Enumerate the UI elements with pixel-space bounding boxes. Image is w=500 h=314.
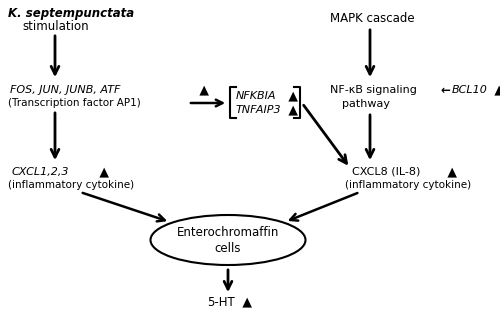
Text: pathway: pathway (342, 99, 390, 109)
Text: MAPK cascade: MAPK cascade (330, 12, 414, 24)
Text: CXCL8 (IL-8): CXCL8 (IL-8) (352, 167, 420, 177)
Text: 5-HT: 5-HT (207, 295, 235, 308)
Text: cells: cells (215, 241, 241, 255)
Text: ▲: ▲ (284, 104, 298, 116)
Text: ←: ← (440, 84, 450, 96)
Text: (Transcription factor AP1): (Transcription factor AP1) (8, 98, 141, 108)
Text: ▲: ▲ (195, 84, 209, 96)
Text: (inflammatory cytokine): (inflammatory cytokine) (345, 180, 471, 190)
Text: ▲: ▲ (443, 165, 457, 178)
Text: Enterochromaffin: Enterochromaffin (177, 226, 279, 240)
Text: BCL10: BCL10 (452, 85, 488, 95)
Text: FOS, JUN, JUNB, ATF: FOS, JUN, JUNB, ATF (10, 85, 120, 95)
Text: NFKBIA: NFKBIA (236, 91, 277, 101)
Text: stimulation: stimulation (22, 19, 88, 33)
Text: NF-κB signaling: NF-κB signaling (330, 85, 417, 95)
Text: CXCL1,2,3: CXCL1,2,3 (12, 167, 70, 177)
Text: ▲: ▲ (238, 295, 252, 308)
Text: (inflammatory cytokine): (inflammatory cytokine) (8, 180, 134, 190)
Text: ▲: ▲ (95, 165, 109, 178)
Text: K. septempunctata: K. septempunctata (8, 8, 134, 20)
Text: TNFAIP3: TNFAIP3 (236, 105, 282, 115)
Text: ▲: ▲ (284, 89, 298, 102)
Text: ▲: ▲ (490, 84, 500, 96)
